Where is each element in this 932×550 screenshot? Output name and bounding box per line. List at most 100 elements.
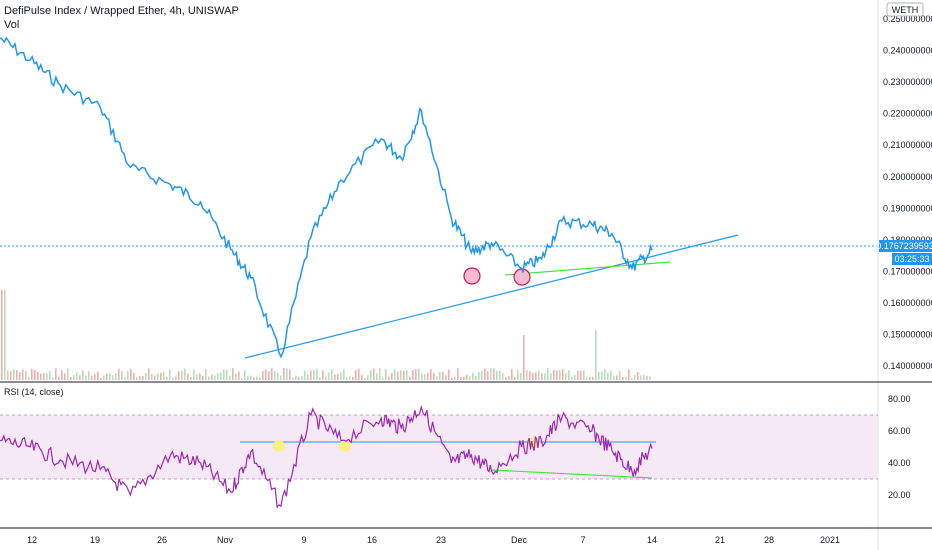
volume-bar (367, 375, 369, 380)
volume-bar (388, 376, 390, 380)
volume-bar (337, 373, 339, 380)
volume-bar (604, 368, 606, 380)
volume-bar (646, 376, 648, 380)
volume-bar (355, 369, 357, 380)
volume-bar (52, 377, 54, 380)
price-tick-label: 0.1500000000 (883, 330, 932, 340)
price-tick-label: 0.1900000000 (883, 203, 932, 213)
volume-bar (61, 370, 63, 380)
volume-bar (529, 371, 531, 380)
trendline[interactable] (244, 234, 739, 359)
volume-bar (115, 373, 117, 380)
volume-bar (565, 373, 567, 380)
price-tick-label: 0.2000000000 (883, 172, 932, 182)
volume-bar (328, 372, 330, 380)
circle-marker[interactable] (463, 267, 481, 285)
volume-bar (349, 376, 351, 380)
volume-bar (643, 374, 645, 380)
volume-bar (451, 377, 453, 380)
rsi-band (0, 415, 878, 479)
volume-bar (232, 368, 234, 380)
volume-bar (148, 368, 150, 380)
volume-bar (112, 375, 114, 380)
volume-bars (1, 290, 651, 380)
volume-bar (634, 374, 636, 380)
rsi-tick-label: 80.00 (888, 394, 911, 404)
currency-button[interactable]: WETH (886, 2, 924, 17)
volume-bar (499, 371, 501, 380)
volume-bar (562, 369, 564, 380)
rsi-pane[interactable]: RSI (14, close) 80.00 60.00 40.00 20.00 (0, 387, 911, 509)
price-tick-label: 0.2300000000 (883, 77, 932, 87)
volume-bar (400, 370, 402, 380)
volume-bar (244, 370, 246, 380)
volume-bar (49, 370, 51, 380)
price-tick-label: 0.1700000000 (883, 267, 932, 277)
volume-bar (67, 368, 69, 380)
rsi-axis: 80.00 60.00 40.00 20.00 (888, 394, 911, 500)
volume-bar (334, 374, 336, 380)
price-tick-label: 0.1800000000 (883, 235, 932, 245)
volume-bar (175, 376, 177, 380)
time-tick-label: 26 (157, 535, 167, 545)
volume-bar (76, 372, 78, 380)
rsi-marker[interactable] (273, 440, 285, 452)
volume-bar (544, 373, 546, 380)
volume-bar (268, 371, 270, 380)
volume-bar (373, 368, 375, 380)
volume-bar (454, 376, 456, 380)
volume-bar (532, 373, 534, 380)
volume-bar (82, 370, 84, 380)
volume-bar (37, 371, 39, 380)
volume-bar (586, 377, 588, 380)
rsi-marker[interactable] (339, 440, 351, 452)
volume-bar (379, 368, 381, 380)
volume-bar (154, 375, 156, 380)
time-axis[interactable]: 12 19 26 Nov 9 16 23 Dec 7 14 21 28 2021 (0, 527, 932, 545)
volume-bar (274, 370, 276, 380)
volume-bar (502, 373, 504, 380)
volume-bar (64, 373, 66, 380)
volume-bar (550, 373, 552, 380)
volume-bar (172, 377, 174, 380)
time-tick-label: 16 (367, 535, 377, 545)
volume-bar (259, 377, 261, 380)
time-tick-label: 2021 (820, 535, 840, 545)
volume-bar (43, 373, 45, 380)
volume-bar (583, 370, 585, 380)
volume-bar (31, 368, 33, 380)
volume-bar (601, 371, 603, 380)
volume-bar (412, 370, 414, 380)
time-tick-label: 12 (27, 535, 37, 545)
volume-bar (508, 376, 510, 380)
volume-bar (136, 376, 138, 380)
volume-bar (91, 375, 93, 380)
rsi-label: RSI (14, close) (4, 387, 64, 397)
volume-bar (460, 376, 462, 380)
volume-bar (283, 368, 285, 380)
rsi-divergence-line[interactable] (491, 469, 653, 479)
divergence-line[interactable] (504, 261, 671, 276)
price-axis[interactable]: 0.2500000000 0.2400000000 0.2300000000 0.22… (876, 0, 932, 550)
volume-bar (220, 372, 222, 380)
rsi-series-line (0, 404, 653, 509)
volume-bar (241, 377, 243, 380)
volume-bar (7, 370, 9, 380)
volume-bar (100, 377, 102, 380)
volume-bar (481, 370, 483, 380)
volume-bar (70, 377, 72, 380)
volume-bar (271, 368, 273, 380)
volume-bar (166, 377, 168, 380)
volume-bar (304, 370, 306, 380)
volume-bar (625, 377, 627, 380)
volume-bar (361, 375, 363, 380)
volume-bar (106, 373, 108, 380)
volume-bar (613, 376, 615, 380)
volume-bar (535, 372, 537, 380)
volume-bar (436, 376, 438, 380)
price-pane[interactable]: DefiPulse Index / Wrapped Ether, 4h, UNI… (0, 0, 878, 382)
volume-bar (571, 377, 573, 380)
volume-bar (256, 376, 258, 380)
volume-bar (463, 376, 465, 380)
